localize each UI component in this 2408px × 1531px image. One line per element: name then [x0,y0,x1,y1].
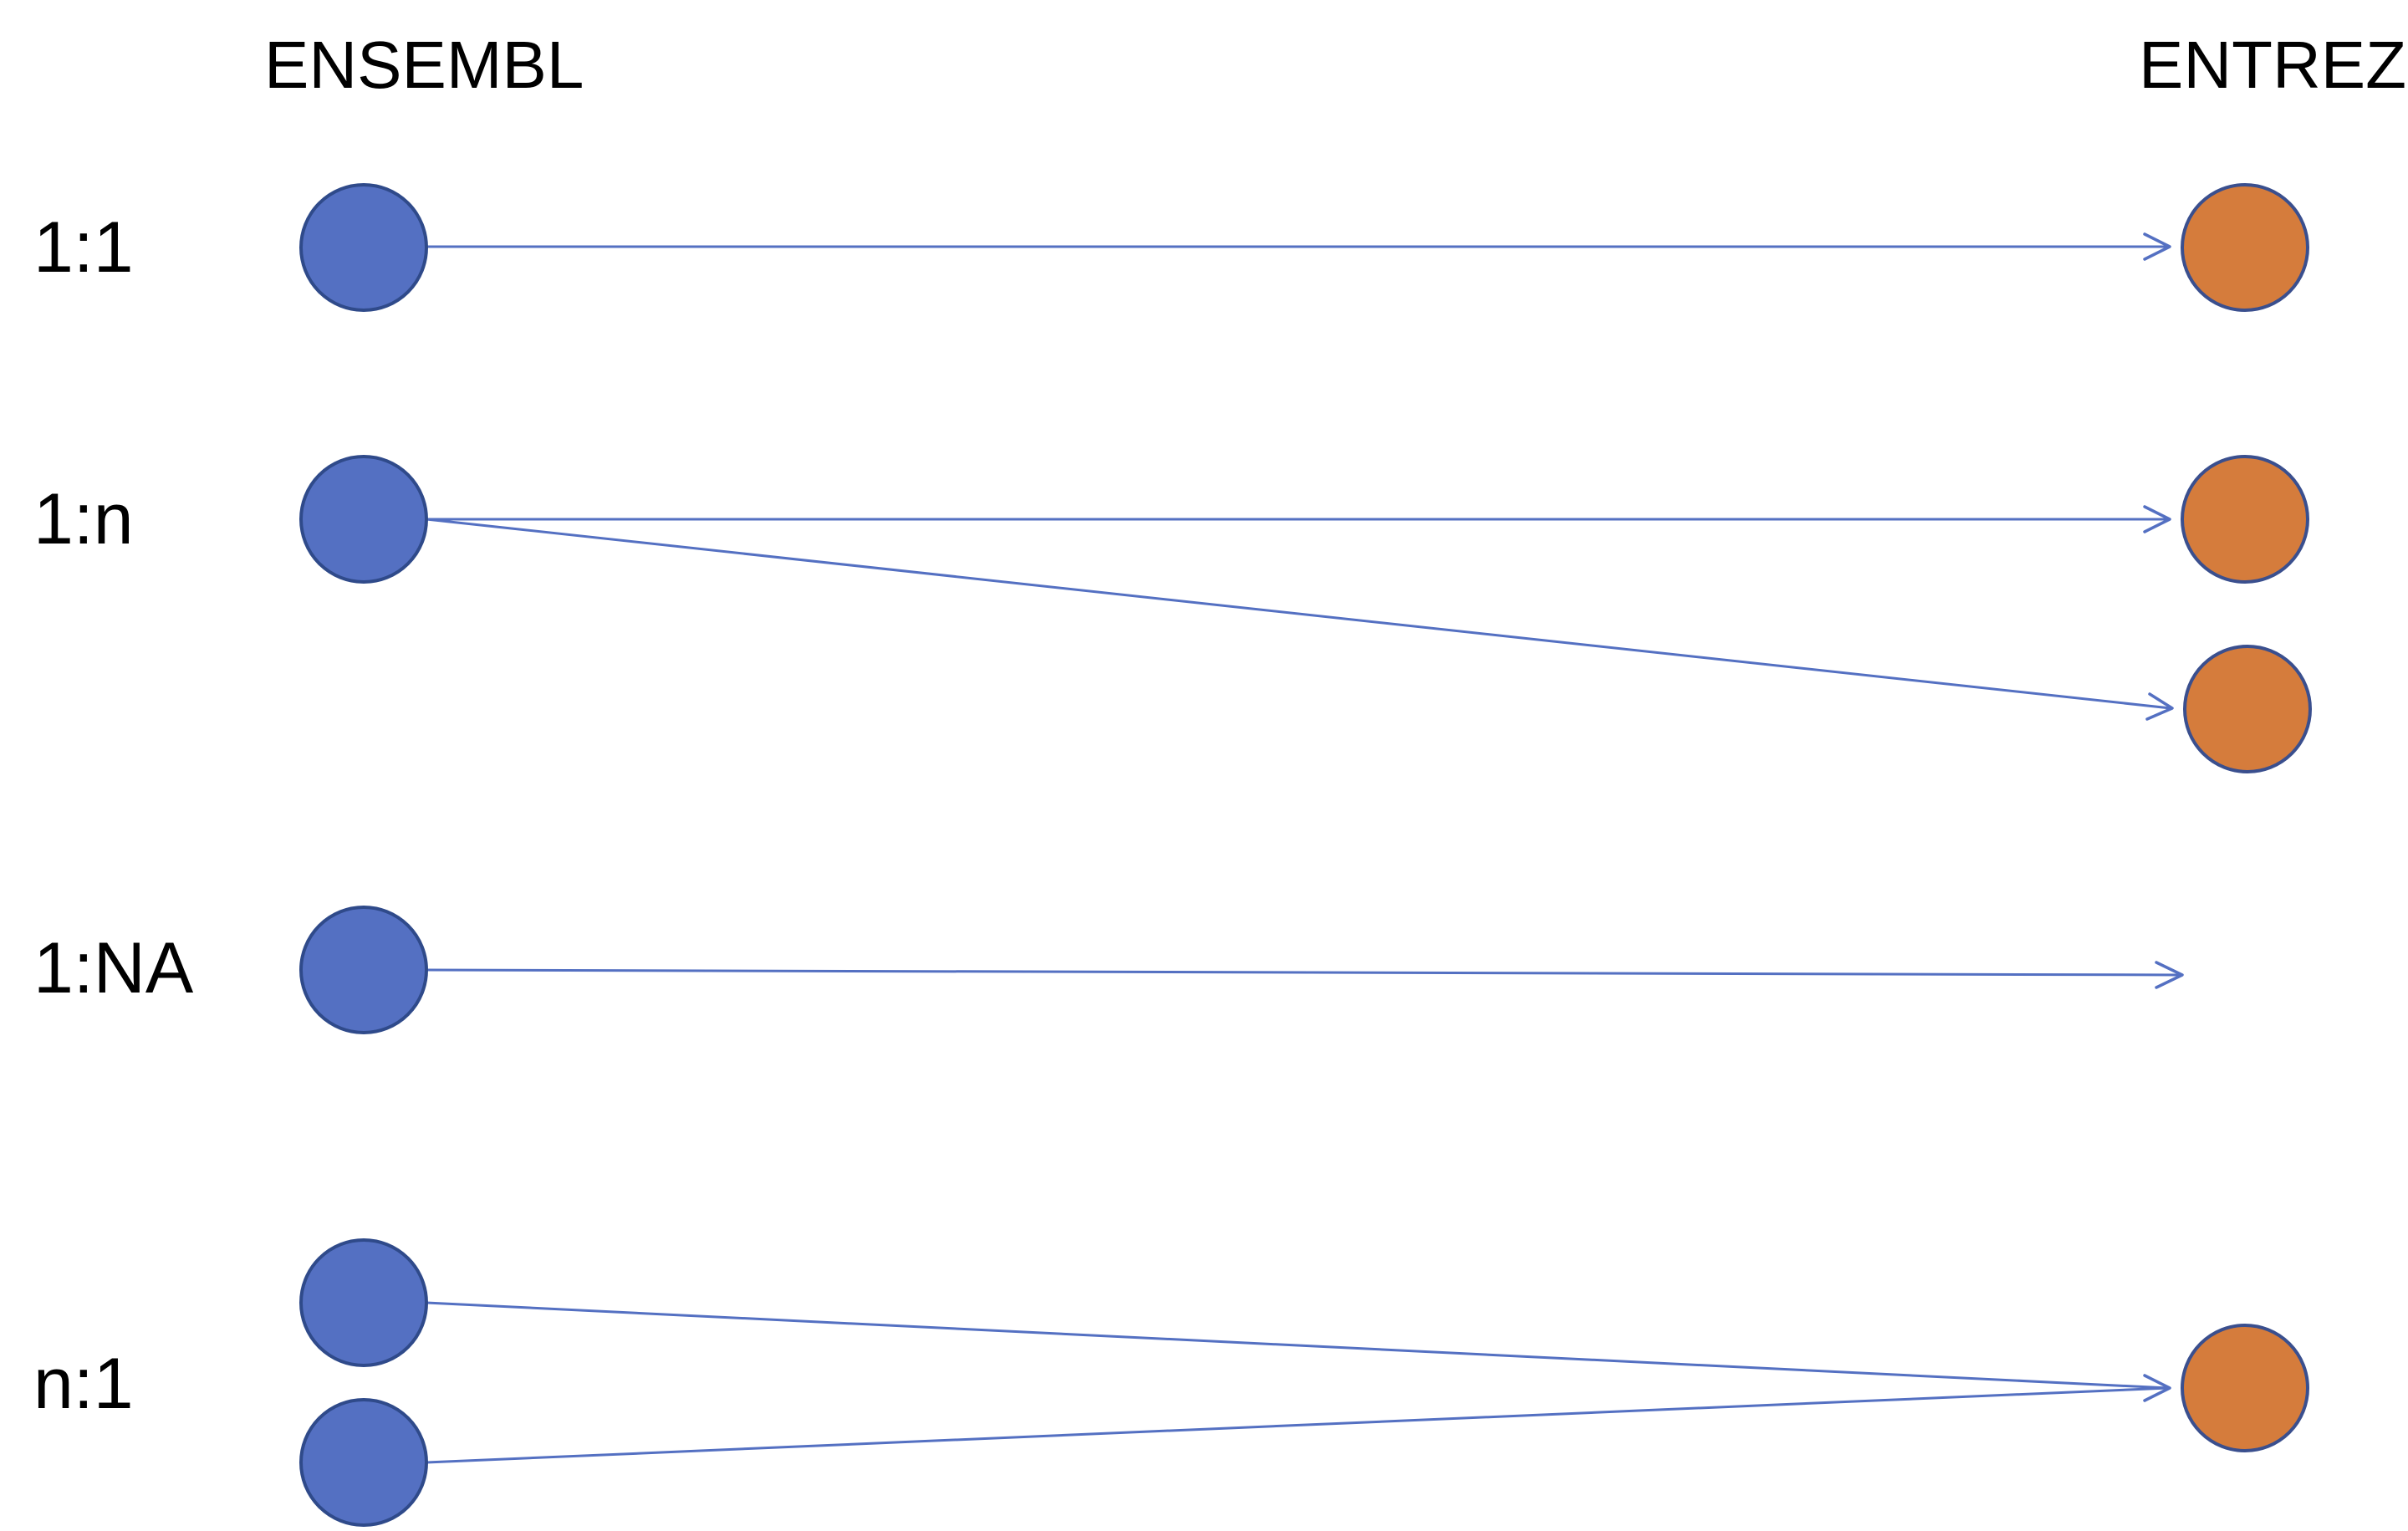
arrowhead [2143,505,2171,533]
entrez-node [2181,1324,2309,1452]
arrowhead [2145,692,2174,721]
row-label-one-to-many: 1:n [33,479,134,559]
row-label-one-to-one: 1:1 [33,207,134,288]
ensembl-column-header: ENSEMBL [264,28,584,102]
ensembl-node [299,1398,428,1527]
entrez-node [2181,455,2309,584]
entrez-node [2183,645,2312,773]
arrowhead [2143,232,2171,261]
entrez-node [2181,183,2309,312]
row-label-many-to-one: n:1 [33,1344,134,1424]
edge-nto1-a [426,1301,2169,1390]
arrowhead [2155,961,2184,989]
edge-nto1-b [426,1386,2169,1464]
edge-1ton-b [426,518,2171,710]
entrez-column-header: ENTREZ [2139,28,2406,102]
arrowhead [2143,1374,2171,1402]
row-label-one-to-na: 1:NA [33,928,194,1008]
ensembl-node [299,906,428,1034]
ensembl-node [299,1238,428,1367]
ensembl-node [299,455,428,584]
edge-1tona [426,968,2181,977]
ensembl-node [299,183,428,312]
